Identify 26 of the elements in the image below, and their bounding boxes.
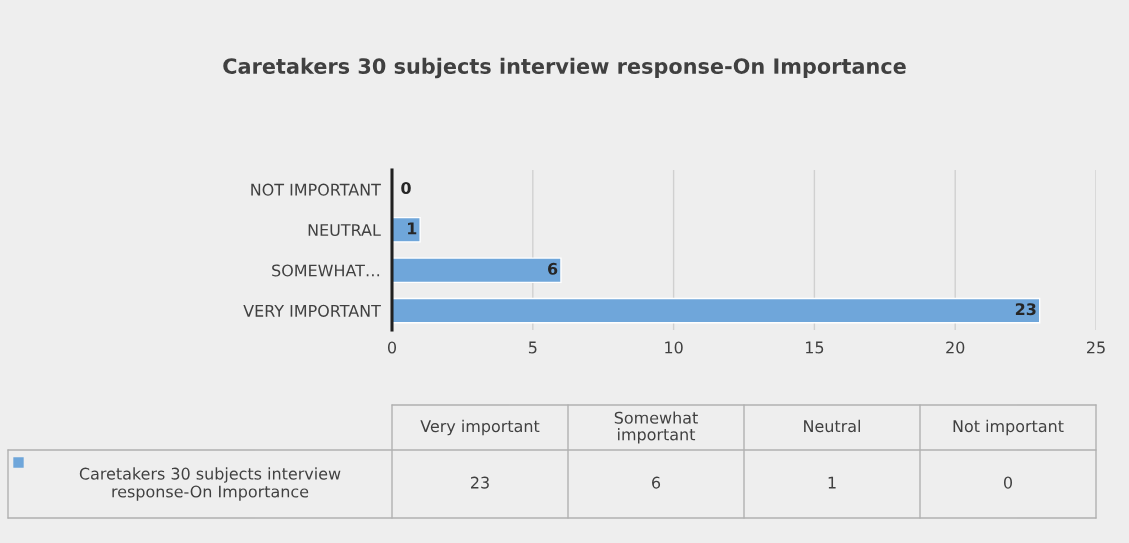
text: Very important [420, 419, 540, 436]
text: 1 [828, 476, 836, 489]
x-tick-label: 15 [805, 341, 824, 354]
chart-title: Caretakers 30 subjects interview response-On Importance [223, 57, 906, 79]
x-tick-label: 25 [1087, 341, 1105, 354]
y-tick-label: NEUTRAL [308, 224, 381, 237]
text: 23 [471, 476, 489, 489]
y-tick-label: NOT IMPORTANT [251, 183, 381, 196]
text: 6 [652, 476, 661, 489]
data-label: 1 [408, 222, 417, 235]
bar [392, 297, 1041, 324]
text: Neutral [804, 419, 860, 433]
data-label: 23 [1015, 303, 1036, 316]
y-tick-label: VERY IMPORTANT [243, 304, 381, 317]
text: Caretakers 30 subjects interview response-On Importance [79, 467, 341, 501]
x-tick-label: 5 [528, 341, 537, 354]
text: Not important [953, 419, 1064, 436]
x-tick-label: 10 [665, 341, 683, 354]
x-tick-label: 20 [946, 341, 965, 354]
data-label: 0 [401, 181, 411, 195]
x-tick-label: 0 [387, 341, 397, 354]
y-tick-label: SOMEWHAT… [272, 264, 380, 277]
bar [392, 257, 562, 284]
text: Somewhat important [614, 411, 698, 444]
text: 0 [1003, 476, 1013, 489]
data-label: 6 [548, 262, 558, 275]
